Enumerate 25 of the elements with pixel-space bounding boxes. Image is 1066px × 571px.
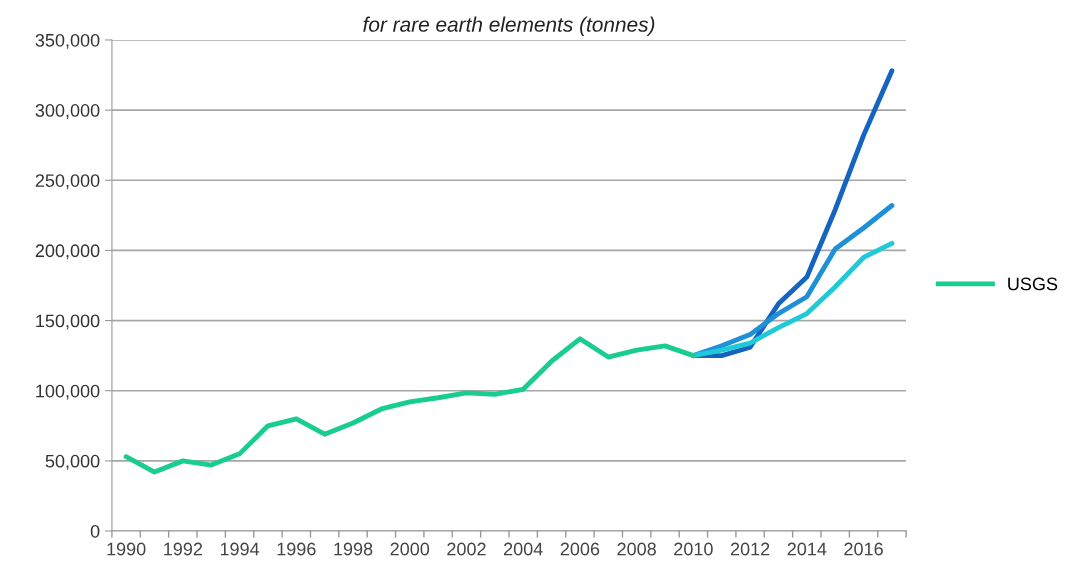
y-tick-label: 300,000 bbox=[35, 104, 100, 119]
line-series bbox=[123, 336, 696, 475]
x-tick-label: 2006 bbox=[560, 542, 600, 556]
y-tick-label: 0 bbox=[90, 524, 100, 538]
x-tick-label: 2014 bbox=[787, 542, 827, 556]
x-tick-label: 1992 bbox=[164, 542, 203, 556]
x-tick-label: 2016 bbox=[844, 542, 883, 556]
y-tick-label: 250,000 bbox=[35, 174, 100, 190]
y-tick-label: 200,000 bbox=[35, 244, 100, 260]
chart-title: for rare earth elements (tonnes) bbox=[363, 16, 655, 36]
x-tick-label: 1990 bbox=[107, 542, 146, 556]
x-tick-label: 2008 bbox=[617, 542, 656, 556]
x-tick-label: 1996 bbox=[277, 542, 316, 556]
y-tick-label: 350,000 bbox=[35, 33, 100, 49]
x-tick-label: 2010 bbox=[674, 542, 713, 556]
y-tick-label: 50,000 bbox=[45, 454, 100, 470]
x-tick-label: 2012 bbox=[730, 542, 770, 556]
legend-label: USGS bbox=[1008, 277, 1058, 291]
y-tick-label: 100,000 bbox=[36, 384, 100, 400]
y-tick-label: 150,000 bbox=[36, 314, 100, 330]
x-tick-label: 1994 bbox=[220, 542, 260, 556]
x-tick-label: 2002 bbox=[447, 542, 486, 556]
x-tick-label: 2000 bbox=[390, 542, 430, 556]
x-tick-label: 2004 bbox=[504, 542, 543, 556]
x-tick-label: 1998 bbox=[334, 542, 373, 556]
